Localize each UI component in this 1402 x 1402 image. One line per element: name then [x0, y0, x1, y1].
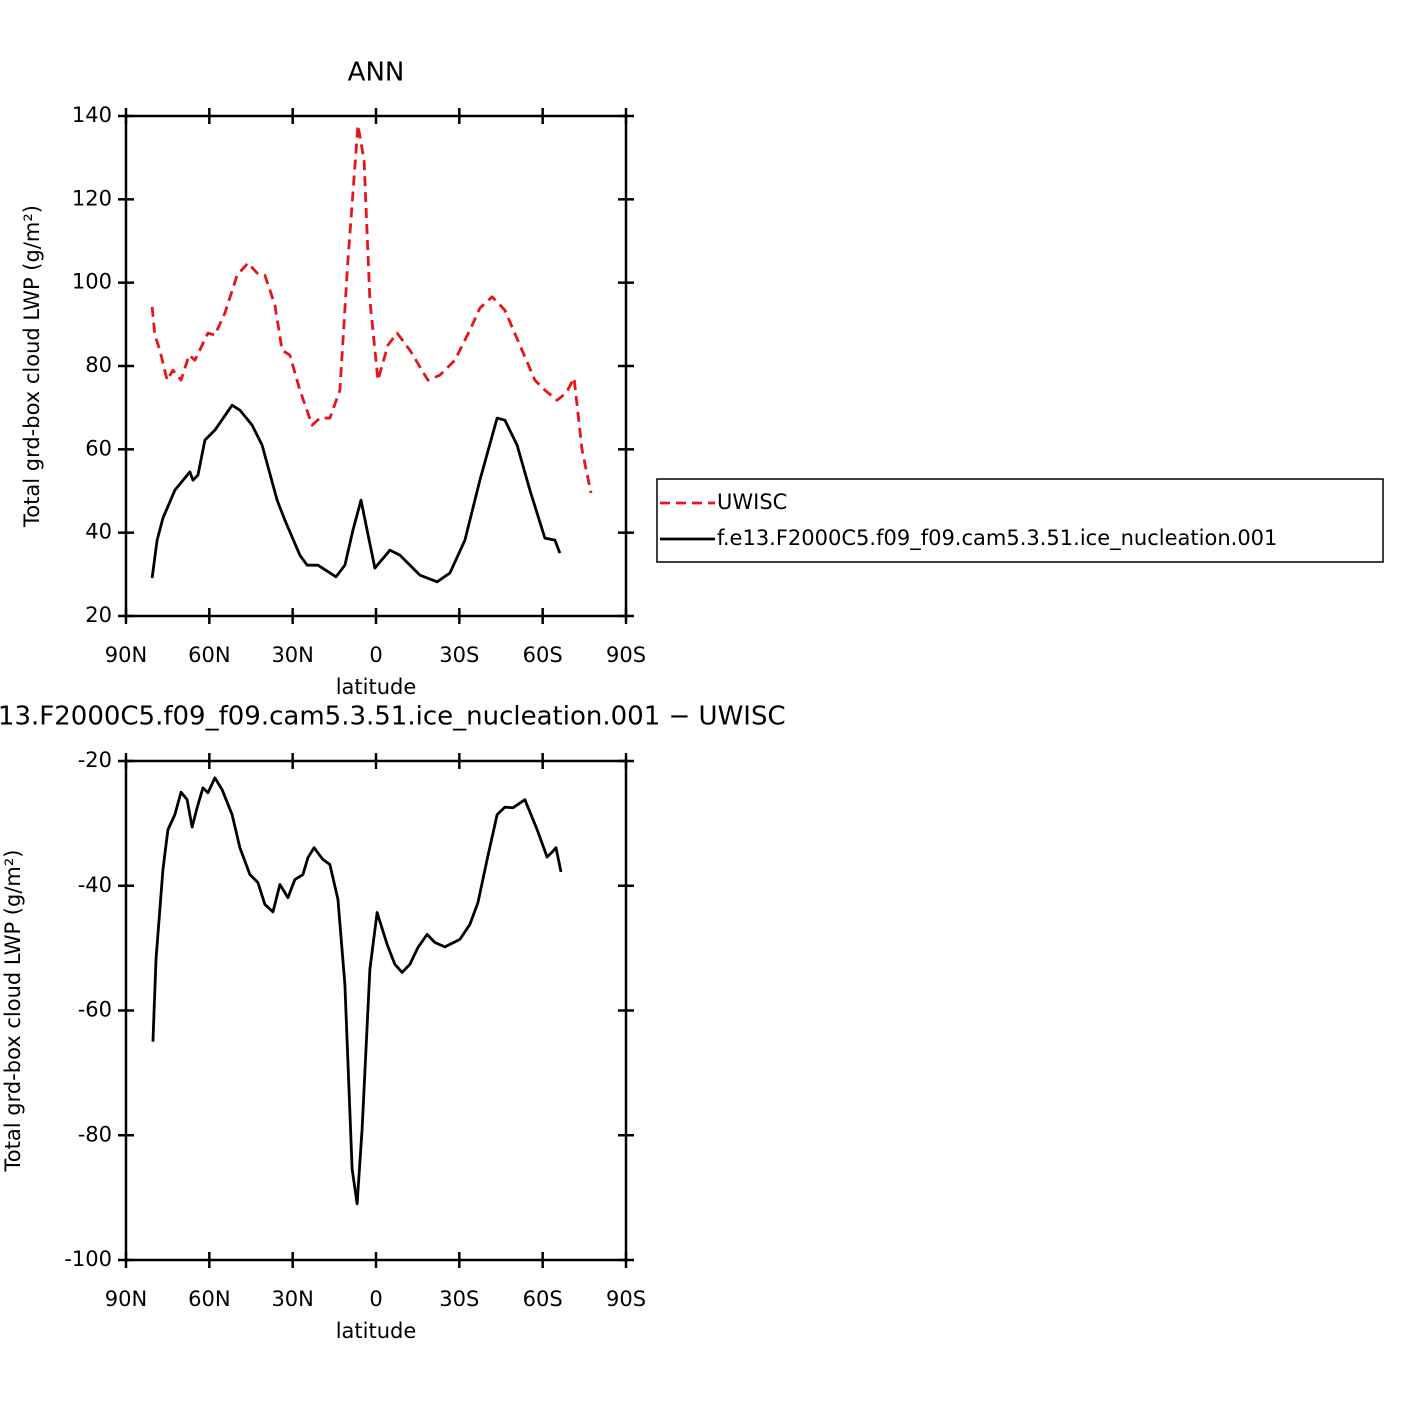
x-tick-label: 30N: [271, 643, 313, 667]
x-tick-label: 30S: [439, 643, 479, 667]
x-tick-label: 60S: [523, 643, 563, 667]
y-tick-label: 140: [72, 103, 112, 127]
plot-frame: [124, 114, 628, 618]
y-axis-label: Total grd-box cloud LWP (g/m²): [1, 850, 25, 1173]
chart-title: f.e13.F2000C5.f09_f09.cam5.3.51.ice_nucl…: [0, 702, 786, 732]
data-line: [150, 403, 562, 584]
x-tick-label: 90S: [606, 643, 646, 667]
data-line: [151, 776, 563, 1206]
y-tick-label: -80: [78, 1122, 112, 1146]
x-tick-label: 60N: [188, 643, 230, 667]
y-axis-label: Total grd-box cloud LWP (g/m²): [20, 205, 44, 528]
y-tick-label: 20: [85, 603, 112, 627]
x-axis-label: latitude: [336, 1319, 417, 1343]
legend-label: UWISC: [717, 490, 787, 514]
legend-label: f.e13.F2000C5.f09_f09.cam5.3.51.ice_nucl…: [717, 526, 1277, 551]
x-axis-label: latitude: [336, 675, 417, 699]
y-tick-label: -40: [78, 873, 112, 897]
y-tick-label: -100: [64, 1247, 112, 1271]
x-tick-label: 60S: [523, 1287, 563, 1311]
y-tick-label: 80: [85, 353, 112, 377]
legend-box: [656, 478, 1384, 563]
chart-title: ANN: [348, 58, 405, 88]
x-tick-label: 0: [369, 1287, 382, 1311]
y-tick-label: -60: [78, 998, 112, 1022]
x-tick-label: 60N: [188, 1287, 230, 1311]
y-tick-label: 40: [85, 520, 112, 544]
y-tick-label: 60: [85, 436, 112, 460]
x-tick-label: 30S: [439, 1287, 479, 1311]
x-tick-label: 90N: [105, 1287, 147, 1311]
y-tick-label: -20: [78, 748, 112, 772]
x-tick-label: 90S: [606, 1287, 646, 1311]
y-tick-label: 120: [72, 186, 112, 210]
x-tick-label: 30N: [271, 1287, 313, 1311]
x-tick-label: 0: [369, 643, 382, 667]
y-tick-label: 100: [72, 270, 112, 294]
data-line: [150, 123, 593, 494]
plot-frame: [124, 759, 628, 1262]
x-tick-label: 90N: [105, 643, 147, 667]
